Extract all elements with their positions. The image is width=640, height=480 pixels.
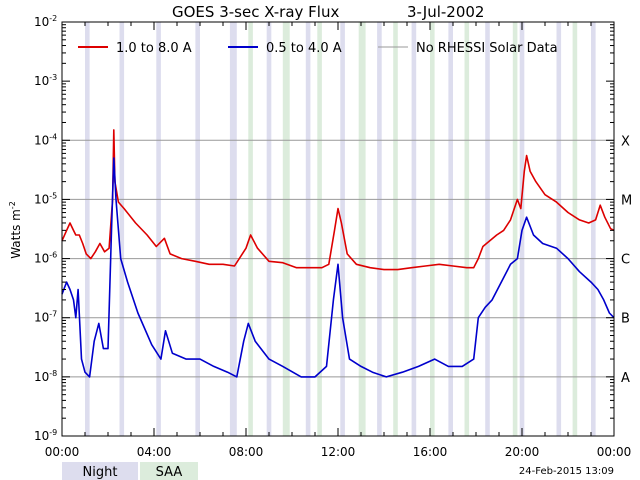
night-legend-label: Night	[83, 465, 118, 480]
saa-band	[572, 22, 578, 436]
night-band	[195, 22, 200, 436]
data-series	[61, 129, 615, 378]
x-tick-label: 12:00	[321, 445, 356, 459]
x-tick-label: 20:00	[505, 445, 540, 459]
saa-band	[512, 22, 518, 436]
y-tick-label: 10-3	[34, 73, 57, 88]
grid-lines	[62, 139, 614, 378]
x-tick-label: 00:00	[45, 445, 80, 459]
y-tick-label: 10-9	[34, 428, 57, 443]
saa-band	[282, 22, 290, 436]
saa-legend-swatch	[140, 462, 198, 480]
x-tick-label: 16:00	[413, 445, 448, 459]
y-tick-label: 10-7	[34, 310, 57, 325]
chart-title: GOES 3-sec X-ray Flux	[172, 3, 339, 21]
night-band	[85, 22, 90, 436]
night-band	[556, 22, 562, 436]
saa-legend-label: SAA	[156, 465, 183, 480]
night-band	[377, 22, 382, 436]
night-band	[229, 22, 237, 436]
night-band	[411, 22, 417, 436]
flare-class-label: C	[621, 253, 630, 268]
flare-class-label: A	[621, 371, 630, 386]
y-tick-label: 10-2	[34, 14, 57, 29]
night-band	[305, 22, 311, 436]
generated-timestamp: 24-Feb-2015 13:09	[519, 466, 614, 477]
x-tick-label: 00:00	[597, 445, 632, 459]
saa-band	[464, 22, 470, 436]
y-tick-label: 10-5	[34, 191, 57, 206]
legend-label-short: 0.5 to 4.0 A	[266, 41, 342, 56]
legend: 1.0 to 8.0 A 0.5 to 4.0 A No RHESSI Sola…	[78, 41, 558, 56]
saa-band	[393, 22, 398, 436]
series-line	[61, 129, 615, 271]
chart-date: 3-Jul-2002	[407, 3, 484, 21]
saa-band	[248, 22, 253, 436]
x-tick-label: 08:00	[229, 445, 264, 459]
x-tick-label: 04:00	[137, 445, 172, 459]
saa-band	[430, 22, 435, 436]
night-band	[591, 22, 596, 436]
flare-class-label: M	[621, 193, 632, 208]
y-tick-label: 10-6	[34, 251, 57, 266]
night-band	[156, 22, 161, 436]
saa-band	[358, 22, 366, 436]
night-legend-swatch	[62, 462, 138, 480]
y-axis-label: Watts m-2	[8, 201, 23, 259]
y-tick-label: 10-8	[34, 369, 57, 384]
legend-label-long: 1.0 to 8.0 A	[116, 41, 192, 56]
series-line	[61, 157, 615, 378]
flare-class-label: X	[621, 134, 630, 149]
legend-label-no-rhessi: No RHESSI Solar Data	[416, 41, 558, 56]
night-band	[485, 22, 490, 436]
night-band	[119, 22, 125, 436]
saa-band	[317, 22, 322, 436]
y-tick-label: 10-4	[34, 132, 57, 147]
flare-class-label: B	[621, 312, 630, 327]
night-band	[266, 22, 272, 436]
night-band	[448, 22, 453, 436]
orbit-bands	[85, 22, 596, 436]
axis-ticks: 10-2 10-3 10-4 10-5 10-6 10-7 10-8 10-9 X M C B A 00:…	[34, 14, 632, 459]
